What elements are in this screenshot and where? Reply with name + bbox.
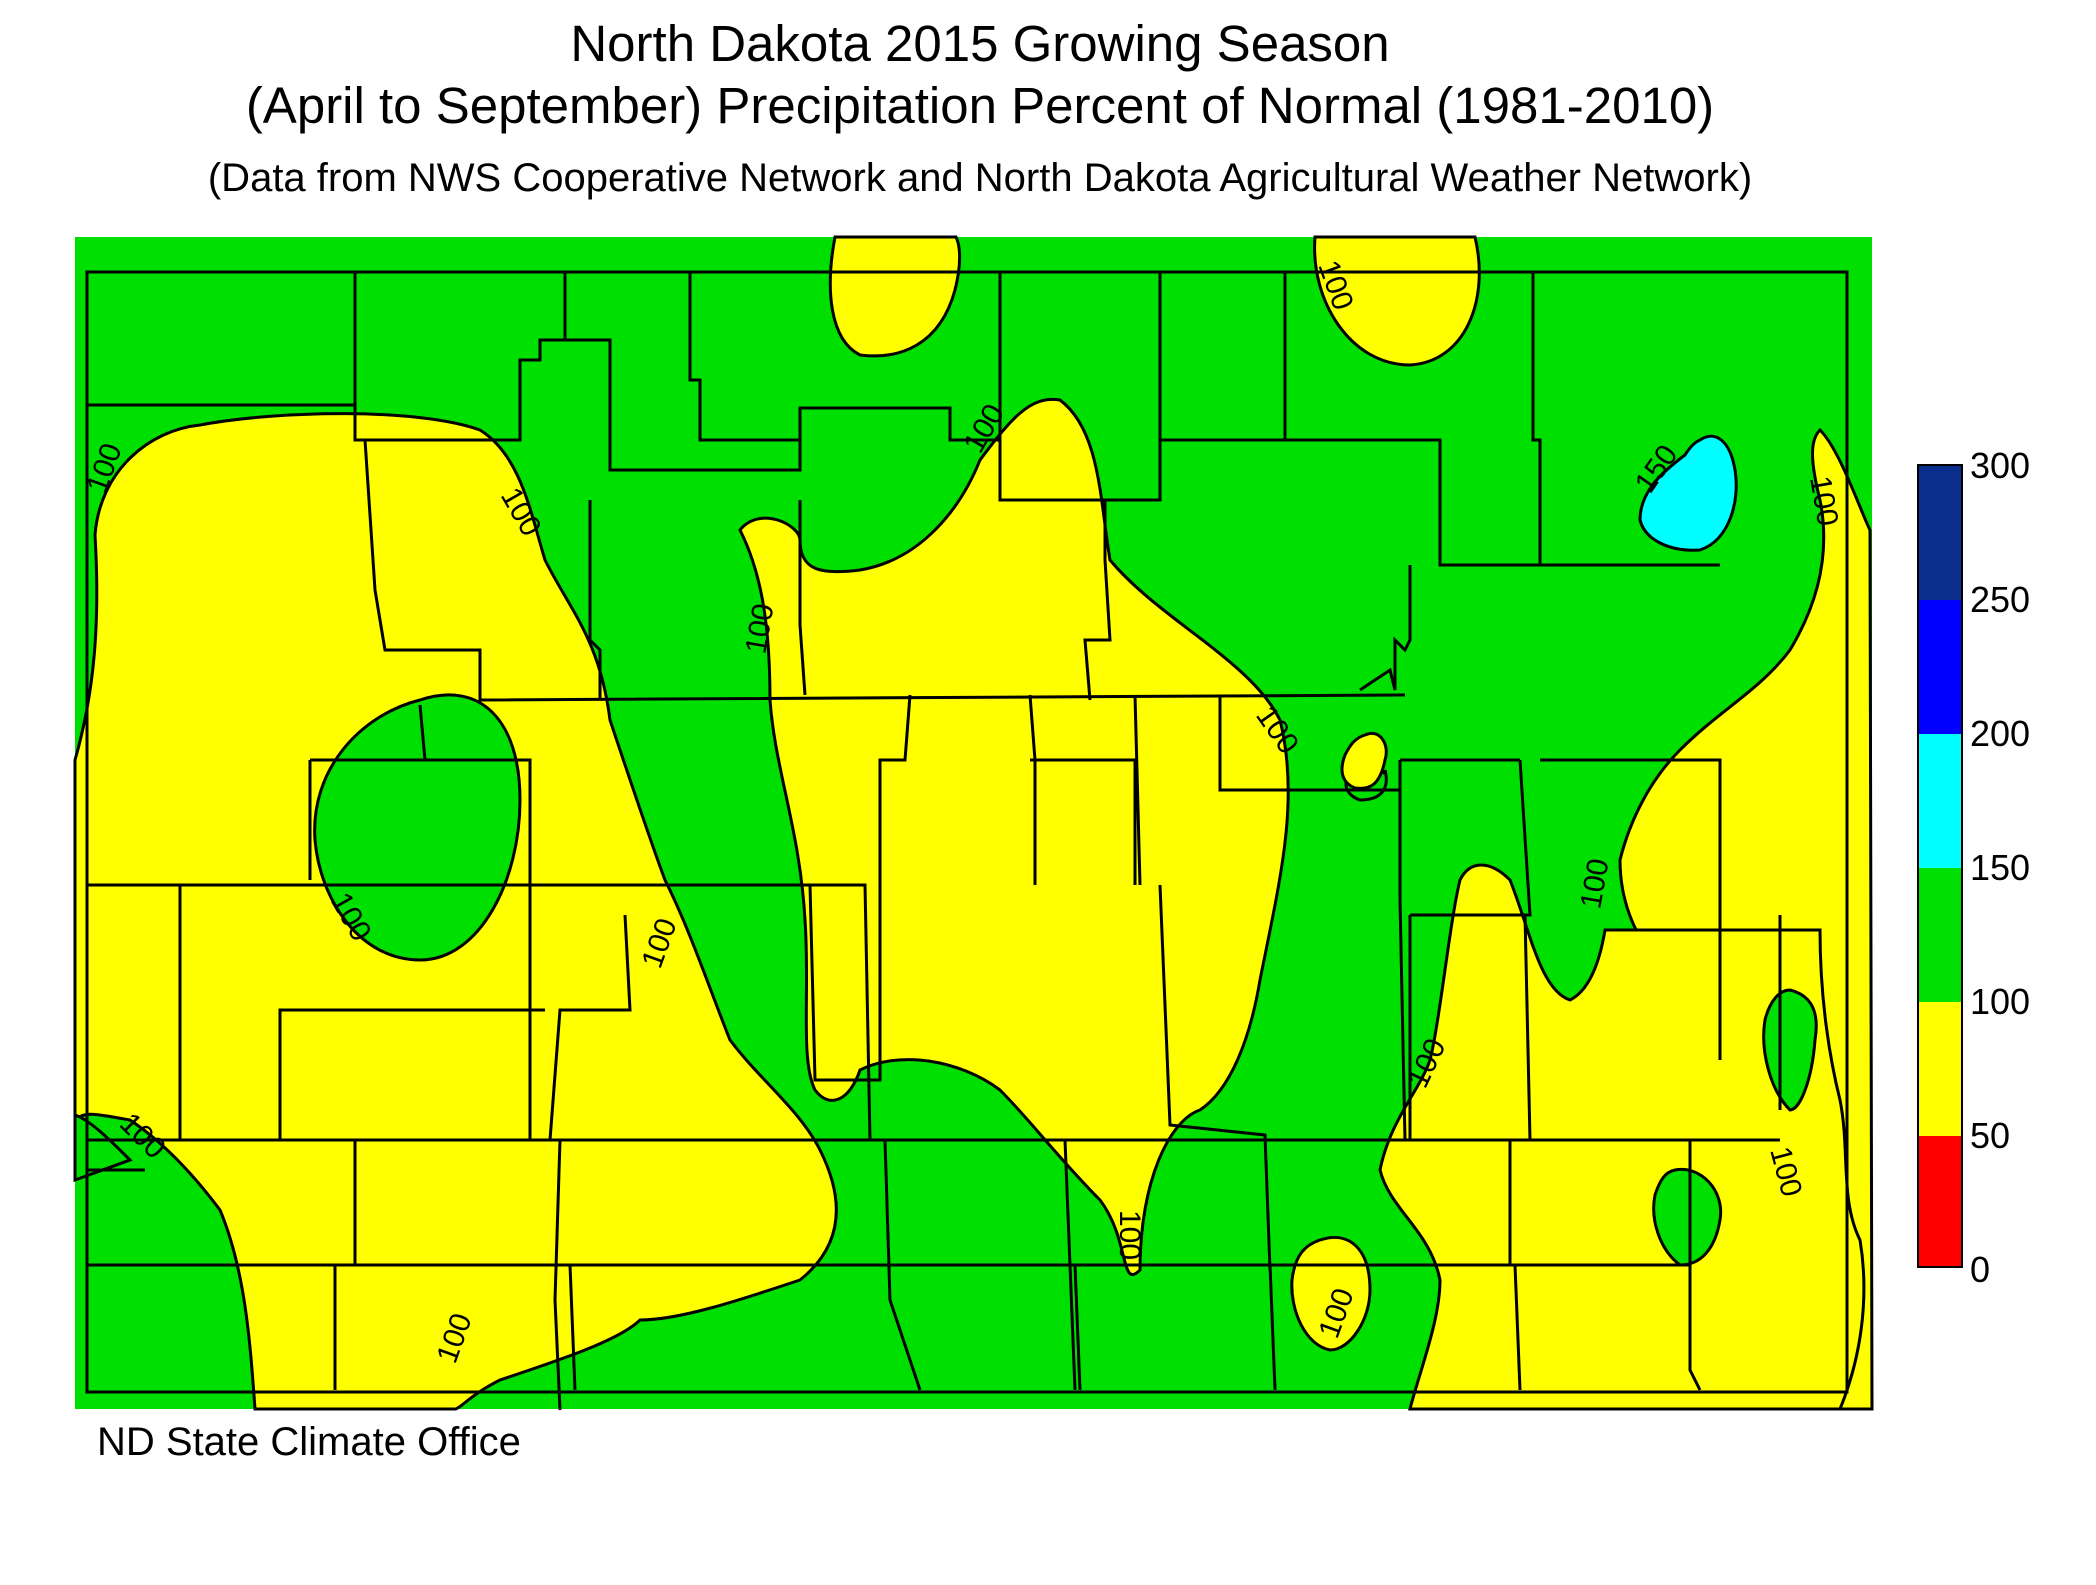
yellow-region-north-central-top [828,235,962,358]
yellow-region-east-lower [1378,863,1866,1411]
legend-bin-100-150 [1919,868,1961,1002]
map-title-line1: North Dakota 2015 Growing Season [570,15,1390,72]
yellow-region-north-east-top [1313,235,1481,367]
legend-tick-label: 150 [1970,847,2031,888]
legend-bin-150-200 [1919,734,1961,868]
contour-label: 100 [1113,1210,1146,1260]
legend-tick-label: 250 [1970,579,2031,620]
legend-tick-label: 200 [1970,713,2031,754]
legend-bin-0-50 [1919,1136,1961,1266]
green-pocket-east-edge [1762,988,1818,1112]
credit-text: ND State Climate Office [97,1420,521,1464]
yellow-region-central-large [738,397,1290,1277]
cyan-region-northeast [1638,434,1738,552]
green-pocket-west-border [73,1112,133,1183]
legend-tick-label: 50 [1970,1115,2011,1156]
county-boundaries [85,270,1849,1411]
map-subtitle: (Data from NWS Cooperative Network and N… [207,156,1753,200]
legend-tick-label: 0 [1970,1249,1991,1290]
legend-bin-250-300 [1919,466,1961,600]
legend-bin-50-100 [1919,1002,1961,1136]
legend-bin-200-250 [1919,600,1961,734]
legend-tick-label: 100 [1970,981,2031,1022]
state-outline [85,270,1849,1394]
yellow-region-east-small [1340,731,1388,790]
legend-tick-label: 300 [1970,445,2031,486]
map-title-line2: (April to September) Precipitation Perce… [245,77,1715,134]
legend-colorbar [1917,464,1963,1268]
